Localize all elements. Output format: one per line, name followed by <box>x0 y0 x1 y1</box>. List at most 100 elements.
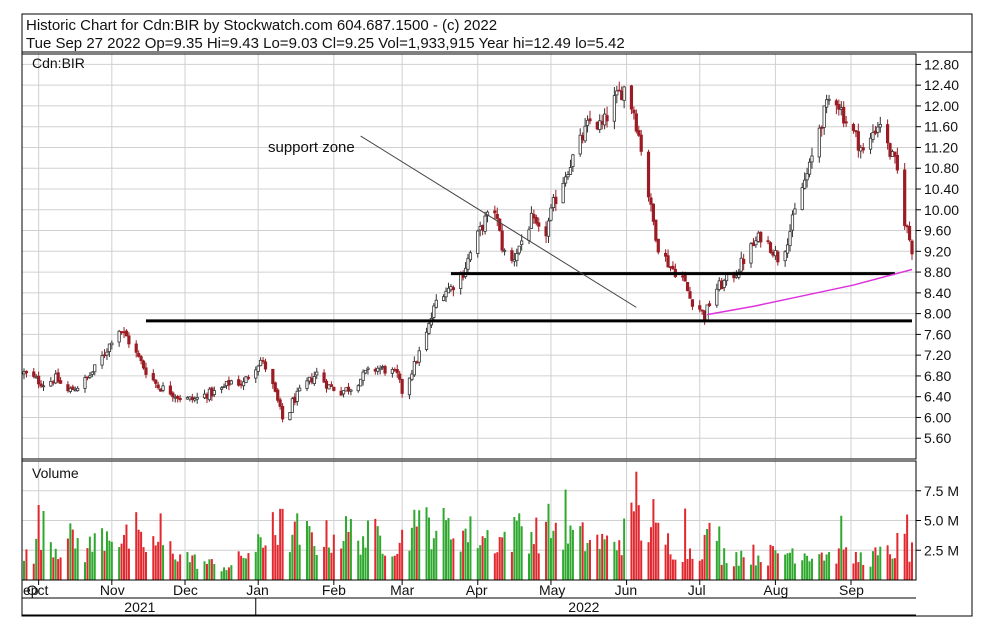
candle-body <box>127 335 131 345</box>
volume-bar <box>908 561 911 580</box>
volume-bar <box>381 553 384 580</box>
volume-bar <box>862 564 865 580</box>
candle-body <box>341 390 346 395</box>
month-label: Apr <box>466 582 488 598</box>
volume-bar <box>530 531 533 580</box>
candle-body <box>273 382 277 392</box>
candle-body <box>151 373 155 381</box>
volume-bar <box>598 548 601 580</box>
volume-bar <box>735 552 738 580</box>
candle-body <box>888 143 892 157</box>
candle-body <box>785 244 790 254</box>
candle-body <box>276 389 280 401</box>
candle-body <box>537 222 541 227</box>
candle-body <box>639 134 643 152</box>
volume-bar <box>618 540 621 580</box>
volume-bar <box>479 545 482 580</box>
price-tick-label: 9.60 <box>924 223 951 239</box>
candle-body <box>222 386 226 388</box>
symbol-label: Cdn:BIR <box>32 55 85 71</box>
volume-bar <box>547 503 550 580</box>
candle-body <box>534 217 538 224</box>
volume-bar <box>293 521 296 580</box>
month-label: Sep <box>839 582 864 598</box>
volume-bar <box>362 536 365 580</box>
candle-body <box>615 90 619 96</box>
candle-body <box>817 127 821 158</box>
volume-bar <box>852 563 855 580</box>
volume-bar <box>86 548 89 580</box>
candle-body <box>424 331 429 350</box>
volume-bar <box>342 541 345 580</box>
candle-body <box>295 390 299 402</box>
candle-body <box>312 376 316 384</box>
volume-bar <box>186 552 189 580</box>
candle-body <box>605 115 609 122</box>
volume-bar <box>774 550 777 580</box>
volume-bar <box>874 547 877 580</box>
volume-bar <box>564 489 567 580</box>
price-tick-label: 12.40 <box>924 77 959 93</box>
volume-bar <box>144 552 147 580</box>
volume-bar <box>223 567 226 580</box>
volume-bar <box>481 536 484 580</box>
volume-bar <box>364 547 367 580</box>
candle-body <box>241 381 246 387</box>
candle-body <box>585 119 590 126</box>
candle-body <box>561 182 565 204</box>
candle-body <box>432 305 436 318</box>
candle-body <box>442 296 446 301</box>
volume-bar <box>588 540 591 580</box>
candle-body <box>37 375 41 385</box>
volume-bar <box>720 564 723 580</box>
candle-body <box>246 376 251 379</box>
candle-body <box>58 380 63 384</box>
candle-body <box>529 212 534 229</box>
volume-tick-label: 2.5 M <box>924 542 959 558</box>
candle-body <box>451 287 455 291</box>
volume-bar <box>581 522 584 580</box>
volume-bar <box>674 559 677 580</box>
volume-bar <box>157 541 160 580</box>
volume-bar <box>630 502 633 580</box>
volume-bar <box>254 551 257 580</box>
candle-body <box>434 299 438 308</box>
candle-body <box>549 207 553 221</box>
volume-bar <box>74 548 77 580</box>
volume-bar <box>240 555 243 580</box>
volume-bar <box>871 551 874 580</box>
volume-bar <box>230 565 233 580</box>
price-tick-label: 10.00 <box>924 202 959 218</box>
candle-body <box>617 89 621 92</box>
volume-bar <box>791 548 794 580</box>
volume-bar <box>445 520 448 580</box>
candle-body <box>598 120 602 130</box>
candle-body <box>254 369 258 379</box>
candle-body <box>346 386 351 392</box>
candle-body <box>220 387 224 390</box>
volume-bar <box>418 510 421 580</box>
candle-body <box>329 384 333 387</box>
volume-bar <box>752 544 755 580</box>
candle-body <box>261 360 265 362</box>
volume-bar <box>54 548 57 580</box>
volume-bar <box>754 565 757 580</box>
volume-bar <box>718 526 721 580</box>
candle-body <box>705 304 709 322</box>
volume-bar <box>262 547 265 580</box>
volume-bar <box>623 518 626 580</box>
volume-bar <box>469 516 472 580</box>
candle-body <box>666 255 670 268</box>
volume-bar <box>715 540 718 580</box>
volume-bar <box>889 554 892 580</box>
volume-bar <box>691 558 694 580</box>
candle-body <box>749 243 753 264</box>
candle-body <box>237 379 241 386</box>
volume-bar <box>332 534 335 580</box>
volume-bar <box>220 571 223 580</box>
candle-body <box>271 368 275 385</box>
volume-bar <box>305 521 308 580</box>
volume-bar <box>88 536 91 580</box>
price-tick-label: 10.40 <box>924 181 959 197</box>
